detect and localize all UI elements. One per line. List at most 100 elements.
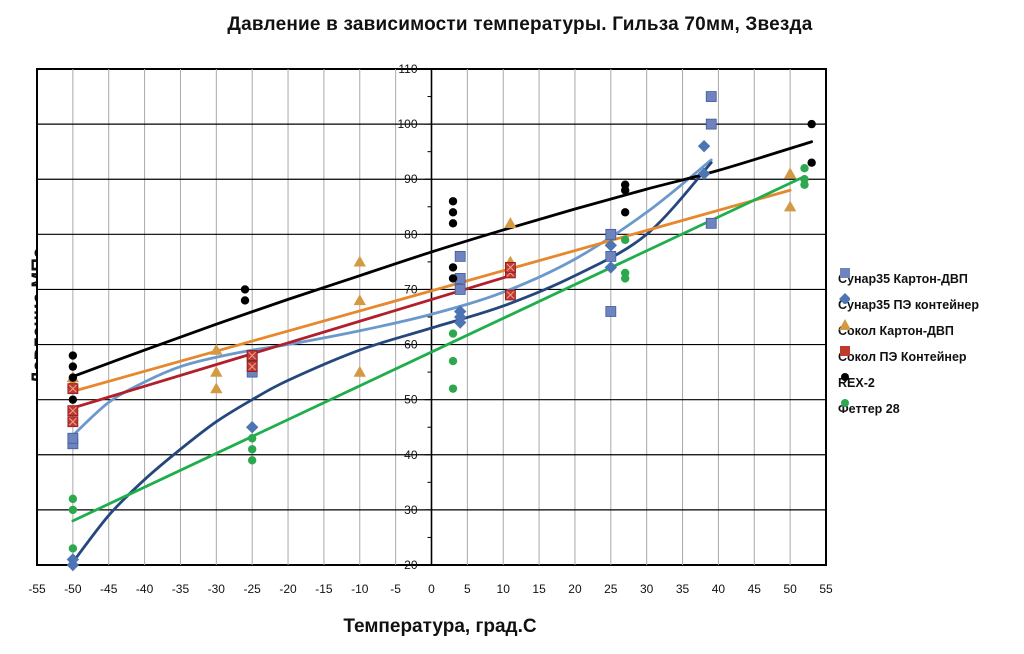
data-point-series-5 <box>620 268 630 278</box>
y-tick-label: 50 <box>404 393 418 407</box>
data-point-series-2 <box>783 200 797 212</box>
x-tick-label: -35 <box>172 582 190 596</box>
data-point-series-4 <box>68 373 78 382</box>
data-point-series-5 <box>800 164 809 173</box>
data-point-series-2 <box>353 255 366 267</box>
x-tick-label: 35 <box>676 582 690 596</box>
legend-item: Феттер 28 <box>838 396 1024 422</box>
x-axis-label: Температура, град.С <box>343 616 537 637</box>
data-point-series-4 <box>448 263 458 272</box>
data-point-series-2 <box>210 365 223 377</box>
trendline-5 <box>71 175 806 523</box>
data-point-series-1 <box>245 421 259 434</box>
data-point-series-2 <box>210 382 223 394</box>
data-point-series-0 <box>454 284 466 295</box>
data-point-series-5 <box>68 505 78 515</box>
data-point-series-4 <box>448 197 458 206</box>
x-tick-label: -10 <box>351 582 369 596</box>
x-tick-label: 50 <box>783 582 797 596</box>
data-point-series-1 <box>604 261 618 274</box>
x-tick-label: -50 <box>64 582 82 596</box>
data-point-series-3-cross <box>506 263 515 272</box>
y-tick-label: 100 <box>397 117 417 131</box>
x-tick-label: -45 <box>100 582 118 596</box>
data-point-series-4 <box>807 119 816 129</box>
legend-label: Сунар35 Картон-ДВП <box>838 272 968 286</box>
data-point-series-4 <box>620 208 630 217</box>
x-tick-label: 0 <box>428 582 435 596</box>
data-point-series-2 <box>353 365 366 377</box>
trendline-2 <box>71 188 792 393</box>
data-point-series-4 <box>807 158 816 167</box>
legend-item: REX-2 <box>838 370 1024 396</box>
data-point-series-4 <box>448 274 458 283</box>
data-point-series-1 <box>697 167 711 180</box>
x-tick-label: 45 <box>748 582 762 596</box>
data-point-series-5 <box>620 235 630 245</box>
legend-item: Сунар35 Картон-ДВП <box>838 266 1024 292</box>
y-tick-label: 20 <box>404 558 418 572</box>
y-tick-label: 90 <box>404 172 418 186</box>
x-tick-label: -30 <box>208 582 226 596</box>
y-tick-label: 60 <box>404 338 418 352</box>
data-point-series-1 <box>66 553 80 566</box>
legend-marker <box>841 373 849 381</box>
data-point-series-3-cross <box>69 384 77 393</box>
legend-item: Сокол Картон-ДВП <box>838 318 1024 344</box>
y-tick-label: 70 <box>404 282 418 296</box>
chart-title: Давление в зависимости температуры. Гиль… <box>227 14 813 35</box>
legend: Сунар35 Картон-ДВП Сунар35 ПЭ контейнер Со… <box>838 266 1024 422</box>
x-tick-label: 20 <box>568 582 582 596</box>
data-point-series-2 <box>504 217 517 228</box>
data-point-series-0 <box>605 250 617 262</box>
x-tick-label: -25 <box>244 582 262 596</box>
data-point-series-5 <box>247 456 257 465</box>
data-point-series-3-cross <box>69 406 77 415</box>
data-point-series-5 <box>448 356 458 366</box>
trendline-3 <box>71 274 512 410</box>
x-tick-label: 25 <box>604 582 618 596</box>
data-point-series-0 <box>705 217 717 229</box>
data-point-series-0 <box>454 250 466 262</box>
data-point-series-4 <box>240 296 250 305</box>
y-tick-label: 80 <box>404 227 418 241</box>
legend-label: Сокол Картон-ДВП <box>838 324 954 338</box>
legend-marker <box>840 346 850 356</box>
data-point-series-5 <box>68 494 78 504</box>
legend-item: Сунар35 ПЭ контейнер <box>838 292 1024 318</box>
legend-marker <box>839 293 850 304</box>
legend-label: Сунар35 ПЭ контейнер <box>838 298 980 312</box>
x-tick-label: 55 <box>819 582 833 596</box>
legend-label: Феттер 28 <box>838 402 900 416</box>
data-point-series-5 <box>800 175 809 184</box>
data-point-series-3-cross <box>248 362 257 371</box>
legend-item: Сокол ПЭ Контейнер <box>838 344 1024 370</box>
data-point-series-3-cross <box>506 291 515 299</box>
data-point-series-4 <box>620 180 630 189</box>
data-point-series-0 <box>705 118 717 130</box>
y-tick-label: 40 <box>404 448 418 462</box>
data-point-series-0 <box>605 228 617 240</box>
y-tick-label: 110 <box>398 62 417 76</box>
data-point-series-4 <box>68 351 78 360</box>
data-point-series-0 <box>67 432 79 444</box>
data-point-series-3-cross <box>69 417 77 426</box>
trendline-0 <box>71 158 713 437</box>
data-point-series-5 <box>448 329 458 338</box>
data-point-series-5 <box>247 434 257 443</box>
data-point-series-4 <box>240 285 250 294</box>
x-tick-label: 30 <box>640 582 654 596</box>
trendline-4 <box>71 140 814 378</box>
data-point-series-5 <box>448 384 458 393</box>
x-tick-label: -15 <box>315 582 333 596</box>
data-point-series-1 <box>604 239 618 252</box>
legend-label: Сокол ПЭ Контейнер <box>838 350 967 364</box>
x-tick-label: -5 <box>390 582 401 596</box>
x-tick-label: -55 <box>28 582 46 596</box>
data-point-series-1 <box>697 139 711 153</box>
trendline-1 <box>71 161 713 564</box>
data-point-series-2 <box>210 343 223 355</box>
x-tick-label: -20 <box>279 582 297 596</box>
legend-marker <box>839 319 850 330</box>
